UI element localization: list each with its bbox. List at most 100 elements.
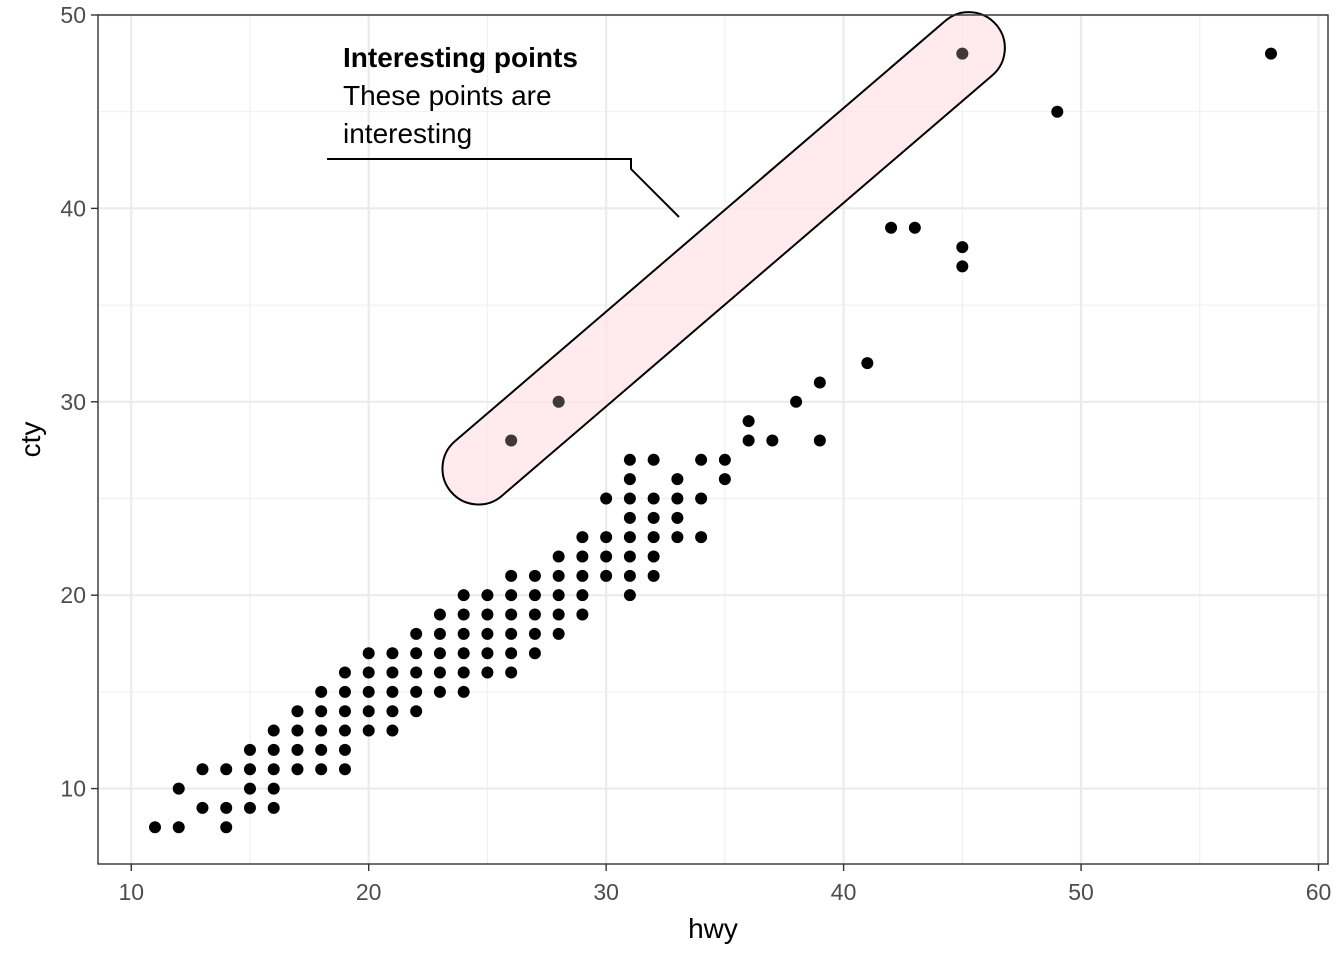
data-point <box>647 569 660 582</box>
data-point <box>505 434 518 447</box>
data-point <box>861 357 874 370</box>
data-point <box>576 589 589 602</box>
data-point <box>315 743 328 756</box>
data-point <box>505 608 518 621</box>
data-point <box>718 473 731 486</box>
data-point <box>885 221 898 234</box>
data-point <box>505 589 518 602</box>
data-point <box>908 221 921 234</box>
data-point <box>600 492 613 505</box>
data-point <box>291 705 304 718</box>
y-tick-label: 40 <box>60 195 86 221</box>
data-point <box>647 531 660 544</box>
y-tick-label: 50 <box>60 2 86 28</box>
highlight-hull-shape <box>441 11 1006 506</box>
data-point <box>695 492 708 505</box>
annotation: Interesting points These points are inte… <box>327 42 680 218</box>
panel-border <box>97 14 1329 865</box>
data-point <box>315 685 328 698</box>
data-point <box>576 531 589 544</box>
data-point <box>148 821 161 834</box>
data-point <box>220 763 233 776</box>
data-point <box>552 627 565 640</box>
data-point <box>267 801 280 814</box>
data-point <box>600 550 613 563</box>
data-point <box>576 550 589 563</box>
data-point <box>315 705 328 718</box>
data-point <box>338 763 351 776</box>
data-point <box>742 434 755 447</box>
data-point <box>362 705 375 718</box>
data-point <box>362 666 375 679</box>
data-point <box>172 821 185 834</box>
highlighted-data-point <box>956 47 969 60</box>
data-point <box>671 492 684 505</box>
data-point <box>623 473 636 486</box>
data-point <box>433 666 446 679</box>
y-axis-title: cty <box>15 422 46 458</box>
data-point <box>552 589 565 602</box>
data-point <box>718 453 731 466</box>
data-point <box>647 550 660 563</box>
data-point <box>481 589 494 602</box>
annotation-text-line: These points are <box>343 80 552 111</box>
data-point <box>623 453 636 466</box>
data-point <box>267 782 280 795</box>
data-point <box>623 492 636 505</box>
data-point <box>196 801 209 814</box>
data-point <box>552 608 565 621</box>
data-point <box>338 705 351 718</box>
data-point <box>457 647 470 660</box>
data-point <box>457 666 470 679</box>
y-tick-label: 30 <box>60 389 86 415</box>
data-point <box>671 511 684 524</box>
data-point <box>267 743 280 756</box>
highlight-hull <box>441 11 1006 506</box>
data-point <box>623 531 636 544</box>
data-point <box>410 685 423 698</box>
data-point <box>243 782 256 795</box>
data-point <box>1265 47 1278 60</box>
data-point <box>196 763 209 776</box>
annotation-connector <box>327 158 680 218</box>
y-tick-label: 10 <box>60 776 86 802</box>
data-point <box>481 666 494 679</box>
data-point <box>410 666 423 679</box>
data-point <box>956 260 969 273</box>
data-point <box>386 666 399 679</box>
data-point <box>528 589 541 602</box>
data-point <box>813 376 826 389</box>
data-point <box>220 821 233 834</box>
x-tick-label: 50 <box>1068 879 1094 905</box>
data-point <box>505 569 518 582</box>
data-point <box>528 569 541 582</box>
data-point <box>671 473 684 486</box>
data-point <box>386 705 399 718</box>
data-point <box>243 743 256 756</box>
data-point <box>433 608 446 621</box>
data-point <box>766 434 779 447</box>
annotation-text-line: interesting <box>343 118 472 149</box>
data-point <box>552 395 565 408</box>
data-point <box>315 763 328 776</box>
data-point <box>671 531 684 544</box>
data-point <box>457 685 470 698</box>
data-point <box>267 763 280 776</box>
x-axis-title: hwy <box>688 913 738 944</box>
data-point <box>623 569 636 582</box>
data-point <box>410 647 423 660</box>
data-point <box>410 705 423 718</box>
data-point <box>267 724 280 737</box>
data-point <box>338 685 351 698</box>
data-point <box>410 627 423 640</box>
data-point <box>433 627 446 640</box>
data-point <box>956 47 969 60</box>
data-point <box>362 685 375 698</box>
data-point <box>695 531 708 544</box>
x-tick-label: 40 <box>831 879 857 905</box>
data-point <box>315 724 328 737</box>
data-point <box>528 627 541 640</box>
data-point <box>552 550 565 563</box>
data-point <box>576 608 589 621</box>
data-point <box>1051 105 1064 118</box>
